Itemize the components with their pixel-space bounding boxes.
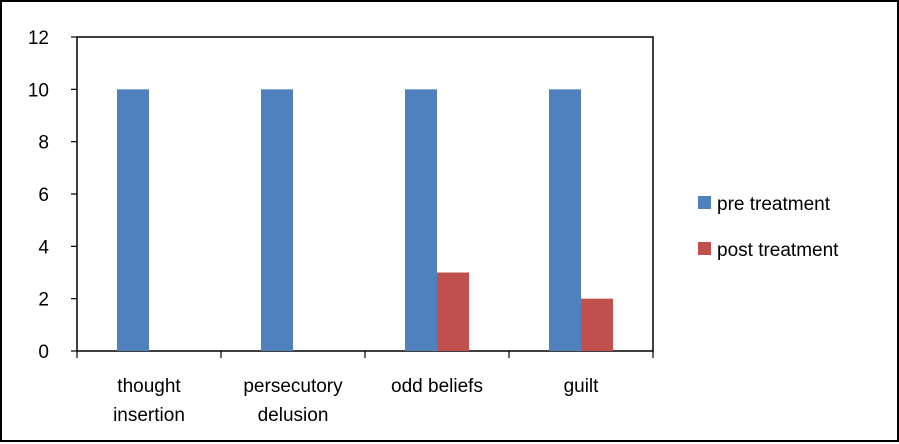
y-tick-label: 0 bbox=[38, 342, 49, 363]
x-category-label: odd beliefs bbox=[391, 376, 483, 397]
y-tick-label: 12 bbox=[28, 28, 49, 49]
bar-pre-treatment-1 bbox=[261, 89, 293, 351]
bar-pre-treatment-2 bbox=[405, 89, 437, 351]
x-category-label: thought bbox=[117, 376, 181, 397]
x-category-label: guilt bbox=[564, 376, 600, 397]
legend: pre treatment post treatment bbox=[698, 194, 839, 261]
y-tick-label: 8 bbox=[38, 133, 49, 154]
legend-label: pre treatment bbox=[717, 194, 831, 215]
x-category-label: delusion bbox=[258, 405, 329, 426]
axes bbox=[71, 36, 654, 358]
x-category-label: insertion bbox=[113, 405, 185, 426]
bar-pre-treatment-3 bbox=[549, 89, 581, 351]
legend-swatch bbox=[698, 196, 711, 209]
x-category-label: persecutory bbox=[243, 376, 343, 397]
y-tick-label: 6 bbox=[38, 185, 49, 206]
bars bbox=[117, 89, 613, 351]
legend-swatch bbox=[698, 242, 711, 255]
y-tick-label: 10 bbox=[28, 80, 49, 101]
legend-label: post treatment bbox=[717, 240, 839, 261]
bar-post-treatment-2 bbox=[437, 272, 469, 351]
y-tick-label: 2 bbox=[38, 290, 49, 311]
axis-labels: 0 2 4 6 8 10 12 thought insertion persecutory delu… bbox=[28, 28, 599, 426]
bar-post-treatment-3 bbox=[581, 298, 613, 351]
y-tick-label: 4 bbox=[38, 237, 49, 258]
bar-pre-treatment-0 bbox=[117, 89, 149, 351]
